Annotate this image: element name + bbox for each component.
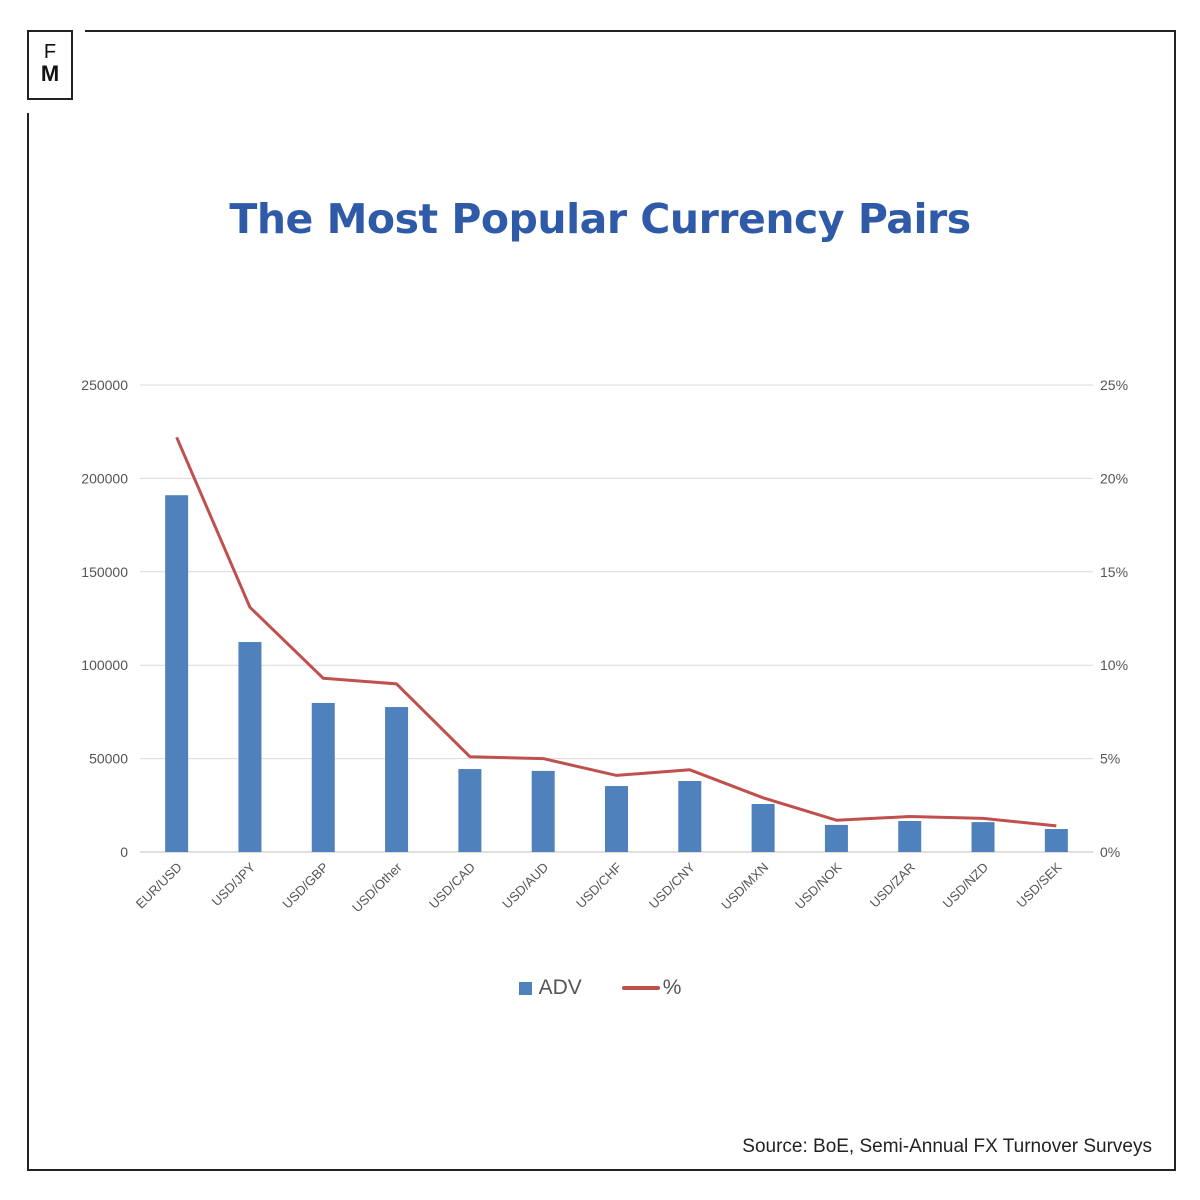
x-tick-label: USD/CNY [646,859,698,911]
bar-usd-jpy [238,642,262,852]
legend-swatch-adv [518,981,532,995]
fm-logo: F M [27,30,73,100]
bar-usd-other [385,707,409,852]
bar-usd-chf [605,786,628,852]
x-tick-label: USD/SEK [1014,859,1065,910]
logo-letter-f: F [43,41,57,63]
bar-usd-gbp [311,702,335,852]
x-tick-label: USD/AUD [499,860,551,912]
y-left-tick-label: 50000 [89,751,128,767]
x-tick-label: USD/GBP [279,860,331,912]
x-tick-label: USD/NOK [792,859,845,912]
percent-line [175,436,1057,828]
x-tick-label: USD/Other [349,859,405,915]
legend-label-percent: % [662,976,682,999]
frame-border-bottom [27,1169,1176,1171]
x-tick-label: USD/ZAR [867,860,918,911]
bar-usd-zar [898,820,922,852]
bar-usd-nzd [971,822,995,852]
bar-usd-nok [824,824,848,852]
x-tick-label: USD/CAD [426,860,478,912]
legend-label-adv: ADV [538,976,582,999]
frame-border-left [27,113,29,1171]
bar-usd-mxn [751,803,775,852]
bar-usd-sek [1044,829,1068,852]
bar-usd-cad [458,769,482,852]
y-right-tick-label: 15% [1100,564,1128,580]
x-tick-label: USD/NZD [940,860,991,911]
y-right-tick-label: 10% [1100,657,1128,673]
legend: ADV % [0,976,1200,1000]
y-right-tick-label: 5% [1100,751,1120,767]
y-left-tick-label: 250000 [81,377,128,393]
y-left-tick-label: 150000 [81,564,128,580]
y-right-tick-label: 20% [1100,470,1128,486]
logo-letter-m: M [40,61,60,86]
x-tick-label: USD/MXN [718,860,771,913]
y-right-tick-label: 25% [1100,377,1128,393]
x-tick-label: USD/JPY [209,859,259,909]
y-left-tick-label: 200000 [81,470,128,486]
legend-swatch-percent [621,986,660,990]
y-left-tick-label: 100000 [81,657,128,673]
frame-border-right [1174,30,1176,1171]
bar-eur-usd [165,495,189,852]
x-tick-label: EUR/USD [133,860,185,912]
bar-usd-cny [678,781,702,852]
chart-title: The Most Popular Currency Pairs [229,195,971,243]
y-left-tick-label: 0 [120,844,128,860]
y-right-tick-label: 0% [1100,844,1120,860]
x-tick-label: USD/CHF [573,859,625,911]
source-note: Source: BoE, Semi-Annual FX Turnover Sur… [742,1136,1152,1157]
bar-usd-aud [531,770,555,852]
frame-border-top [85,30,1176,32]
